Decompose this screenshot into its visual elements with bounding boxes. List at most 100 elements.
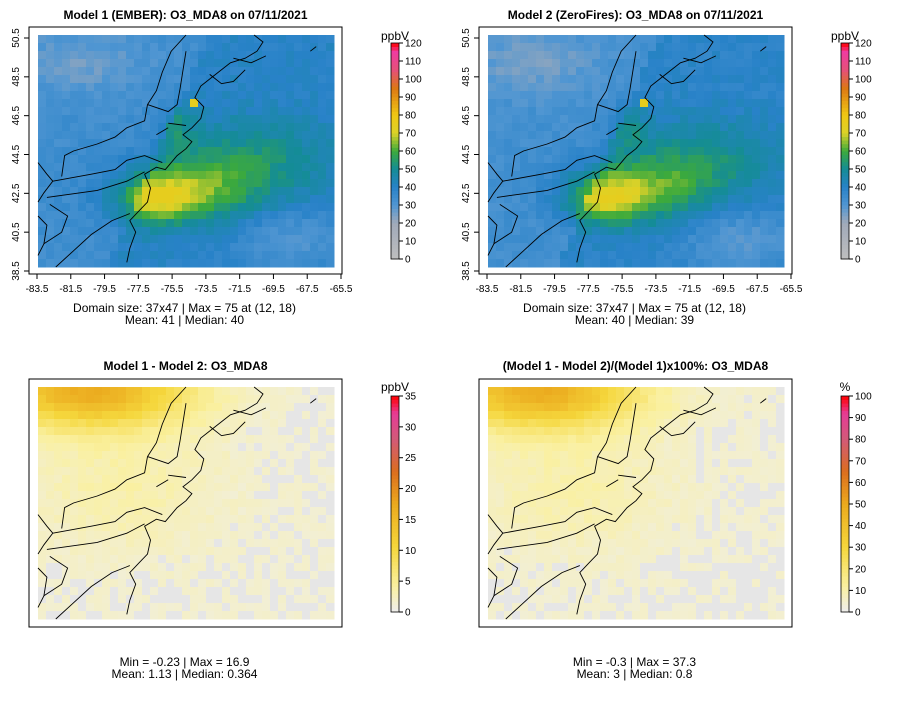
heatmap-cell (680, 443, 689, 452)
heatmap-cell (54, 91, 63, 100)
heatmap-cell (632, 523, 641, 532)
heatmap-cell (616, 563, 625, 572)
colorbar-segment (841, 129, 849, 134)
heatmap-cell (102, 595, 111, 604)
heatmap-cell (552, 539, 561, 548)
heatmap-cell (528, 547, 537, 556)
heatmap-cell (174, 395, 183, 404)
heatmap-cell (520, 467, 529, 476)
heatmap-cell (270, 123, 279, 132)
heatmap-cell (584, 147, 593, 156)
heatmap-cell (78, 163, 87, 172)
heatmap-cell (576, 35, 585, 44)
heatmap-cell (166, 579, 175, 588)
heatmap-cell (720, 219, 729, 228)
heatmap-cell (134, 443, 143, 452)
heatmap-cell (54, 563, 63, 572)
heatmap-cell (536, 411, 545, 420)
heatmap-cell (270, 587, 279, 596)
state-border (61, 104, 148, 177)
heatmap-cell (270, 163, 279, 172)
heatmap-cell (584, 579, 593, 588)
heatmap-cell (262, 115, 271, 124)
panel-title: Model 1 (EMBER): O3_MDA8 on 07/11/2021 (63, 8, 307, 22)
heatmap-cell (664, 595, 673, 604)
heatmap-cell (640, 195, 649, 204)
heatmap-cell (664, 59, 673, 68)
heatmap-cell (696, 75, 705, 84)
heatmap-cell (126, 579, 135, 588)
heatmap-cell (736, 123, 745, 132)
heatmap-cell (142, 419, 151, 428)
heatmap-cell (552, 115, 561, 124)
heatmap-cell (632, 203, 641, 212)
heatmap-cell (270, 35, 279, 44)
heatmap-cell (294, 235, 303, 244)
heatmap-cell (744, 67, 753, 76)
heatmap-cell (600, 51, 609, 60)
heatmap-cell (134, 179, 143, 188)
heatmap-cell (86, 75, 95, 84)
heatmap-cell (744, 195, 753, 204)
heatmap-cell (222, 83, 231, 92)
heatmap-cell (704, 547, 713, 556)
colorbar-segment (391, 486, 399, 490)
heatmap-cell (520, 243, 529, 252)
heatmap-cell (776, 203, 785, 212)
stats-line: Mean: 40 | Median: 39 (575, 313, 695, 327)
heatmap-cell (696, 451, 705, 460)
heatmap-cell (496, 555, 505, 564)
colorbar-segment (391, 251, 399, 256)
heatmap-cell (302, 251, 311, 260)
heatmap-cell (246, 443, 255, 452)
heatmap-cell (536, 451, 545, 460)
colorbar-tick-label: 15 (405, 515, 417, 526)
heatmap-cell (54, 427, 63, 436)
heatmap-cell (134, 403, 143, 412)
colorbar-segment (391, 558, 399, 562)
heatmap-cell (46, 579, 55, 588)
heatmap-cell (728, 171, 737, 180)
heatmap-cell (118, 219, 127, 228)
heatmap-cell (736, 107, 745, 116)
heatmap-cell (238, 179, 247, 188)
heatmap-cell (504, 155, 513, 164)
heatmap-cell (150, 587, 159, 596)
heatmap-cell (142, 43, 151, 52)
heatmap-cell (672, 155, 681, 164)
heatmap-cell (286, 563, 295, 572)
heatmap-cell (206, 403, 215, 412)
heatmap-cell (134, 43, 143, 52)
heatmap-cell (648, 443, 657, 452)
heatmap-cell (198, 171, 207, 180)
heatmap-cell (158, 107, 167, 116)
heatmap-cell (70, 587, 79, 596)
heatmap-cell (38, 107, 47, 116)
heatmap-cell (648, 123, 657, 132)
heatmap-cell (166, 203, 175, 212)
heatmap-cell (568, 395, 577, 404)
heatmap-cell (118, 259, 127, 268)
heatmap-cell (46, 51, 55, 60)
heatmap-cell (286, 227, 295, 236)
heatmap-cell (544, 483, 553, 492)
heatmap-cell (174, 539, 183, 548)
heatmap-cell (768, 387, 777, 396)
heatmap-cell (238, 419, 247, 428)
heatmap-cell (592, 387, 601, 396)
heatmap-cell (54, 419, 63, 428)
heatmap-cell (158, 523, 167, 532)
heatmap-cell (520, 531, 529, 540)
heatmap-cell (174, 91, 183, 100)
heatmap-cell (158, 227, 167, 236)
heatmap-cell (174, 435, 183, 444)
heatmap-cell (576, 99, 585, 108)
heatmap-cell (310, 587, 319, 596)
heatmap-cell (536, 219, 545, 228)
heatmap-cell (768, 51, 777, 60)
heatmap-cell (286, 427, 295, 436)
heatmap-cell (46, 547, 55, 556)
heatmap-cell (294, 531, 303, 540)
heatmap-cell (102, 147, 111, 156)
heatmap-cell (46, 531, 55, 540)
